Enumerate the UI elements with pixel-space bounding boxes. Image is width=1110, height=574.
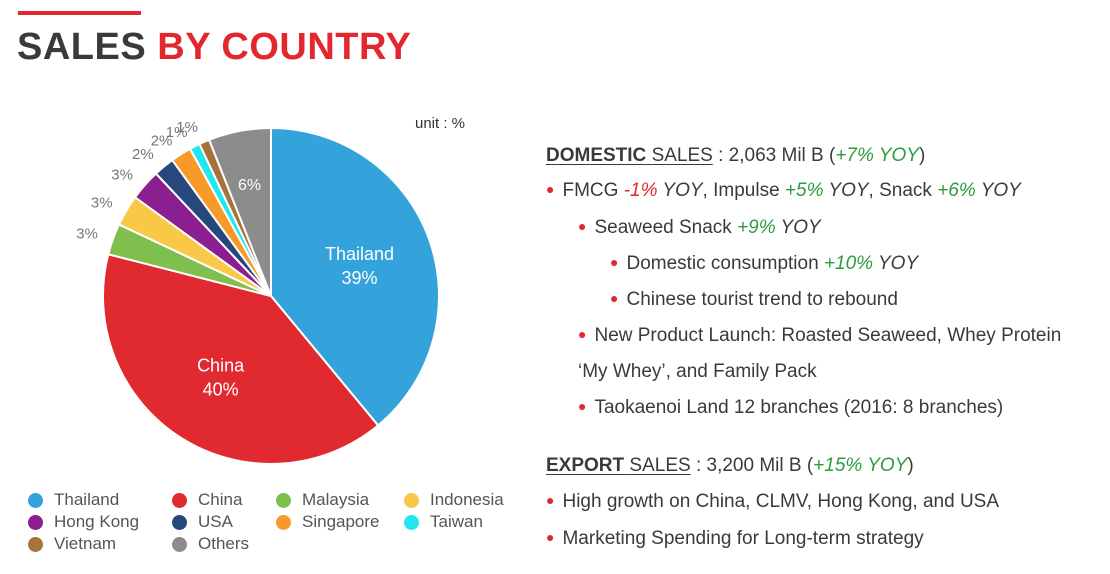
snack-growth: +6% xyxy=(937,180,976,201)
tourist-item: ● Chinese tourist trend to rebound xyxy=(610,289,898,310)
pie-slice-others xyxy=(207,126,272,297)
legend-label: Malaysia xyxy=(302,490,370,509)
legend-swatch xyxy=(276,492,291,508)
domestic-header-amount: : 2,063 Mil B ( xyxy=(712,145,836,166)
pie-slice-china xyxy=(102,253,380,465)
export-header-growth: +15% YOY xyxy=(813,455,908,476)
slice-value-taiwan: 1% xyxy=(166,124,188,141)
legend-swatch xyxy=(172,514,187,530)
legend-item-vietnam: Vietnam xyxy=(28,534,116,554)
bullet-icon: ● xyxy=(610,254,619,270)
legend-label: Thailand xyxy=(54,490,120,509)
domestic-sales-header: DOMESTIC SALES : 2,063 Mil B (+7% YOY) xyxy=(546,145,926,166)
page-title: SALES BY COUNTRY xyxy=(17,28,411,66)
legend-swatch xyxy=(172,536,187,552)
legend-item-hong-kong: Hong Kong xyxy=(28,512,139,532)
export-item-growth: ● High growth on China, CLMV, Hong Kong, … xyxy=(546,491,1000,512)
legend-item-china: China xyxy=(172,490,242,510)
legend-label: Singapore xyxy=(302,512,380,531)
legend-label: Hong Kong xyxy=(54,512,140,531)
export-header-word: EXPORT xyxy=(546,455,625,476)
domestic-header-growth: +7% YOY xyxy=(835,145,919,166)
slice-value-singapore: 2% xyxy=(151,133,173,150)
consumption-growth: +10% xyxy=(823,253,874,274)
legend-item-taiwan: Taiwan xyxy=(404,512,483,532)
fmcg-growth: -1% xyxy=(623,180,658,201)
unit-label: unit : % xyxy=(415,115,466,132)
title-accent-bar xyxy=(18,11,141,15)
bullet-icon: ● xyxy=(610,290,619,306)
legend-item-singapore: Singapore xyxy=(276,512,380,532)
legend-swatch xyxy=(28,492,43,508)
land-item: ● Taokaenoi Land 12 branches (2016: 8 bra… xyxy=(578,397,1004,418)
title-part-1: SALES xyxy=(17,26,147,68)
slice-name-china: China xyxy=(197,355,245,375)
legend-item-thailand: Thailand xyxy=(28,490,119,510)
legend-label: Others xyxy=(198,534,250,553)
slice-value-malaysia: 3% xyxy=(76,226,98,243)
launch-item: ● New Product Launch: Roasted Seaweed, Wh… xyxy=(578,325,1062,346)
bullet-icon: ● xyxy=(546,492,555,508)
slice-value-thailand: 39% xyxy=(342,268,378,288)
fmcg-item: ● FMCG -1% YOY, Impulse +5% YOY, Snack +6… xyxy=(546,180,1021,201)
legend-item-malaysia: Malaysia xyxy=(276,490,369,510)
impulse-growth: +5% xyxy=(784,180,824,201)
legend-label: USA xyxy=(198,512,233,531)
export-item-marketing: ● Marketing Spending for Long-term strate… xyxy=(546,528,924,549)
legend-item-others: Others xyxy=(172,534,249,554)
bullet-icon: ● xyxy=(546,181,555,197)
legend-label: Taiwan xyxy=(430,512,483,531)
legend-swatch xyxy=(276,514,291,530)
domestic-header-word: DOMESTIC xyxy=(546,145,647,166)
domestic-header-sales: SALES xyxy=(651,145,713,166)
slice-value-china: 40% xyxy=(203,379,239,399)
legend-label: China xyxy=(198,490,243,509)
consumption-item: ● Domestic consumption +10% YOY xyxy=(610,253,919,274)
legend-label: Vietnam xyxy=(54,534,117,553)
slice-value-vietnam: 1% xyxy=(176,119,198,136)
export-header-sales: SALES xyxy=(629,455,691,476)
seaweed-growth: +9% xyxy=(737,217,776,238)
legend-item-usa: USA xyxy=(172,512,233,532)
legend-swatch xyxy=(404,514,419,530)
legend-label: Indonesia xyxy=(430,490,504,509)
legend-swatch xyxy=(28,514,43,530)
launch-item-continued: ‘My Whey’, and Family Pack xyxy=(578,361,817,382)
seaweed-item: ● Seaweed Snack +9% YOY xyxy=(578,217,821,238)
slice-value-indonesia: 3% xyxy=(91,194,113,211)
export-header-amount: : 3,200 Mil B ( xyxy=(690,455,814,476)
legend-swatch xyxy=(404,492,419,508)
pie-slice-thailand xyxy=(270,126,440,427)
bullet-icon: ● xyxy=(546,529,555,545)
slice-value-hong-kong: 3% xyxy=(111,166,133,183)
bullet-icon: ● xyxy=(578,398,587,414)
slice-name-thailand: Thailand xyxy=(325,244,394,264)
slice-value-others: 6% xyxy=(238,177,261,194)
bullet-icon: ● xyxy=(578,326,587,342)
title-part-2: BY COUNTRY xyxy=(157,26,412,68)
legend-swatch xyxy=(172,492,187,508)
legend-item-indonesia: Indonesia xyxy=(404,490,504,510)
slice-value-usa: 2% xyxy=(132,146,154,163)
legend-swatch xyxy=(28,536,43,552)
export-sales-header: EXPORT SALES : 3,200 Mil B (+15% YOY) xyxy=(546,455,914,476)
bullet-icon: ● xyxy=(578,218,587,234)
